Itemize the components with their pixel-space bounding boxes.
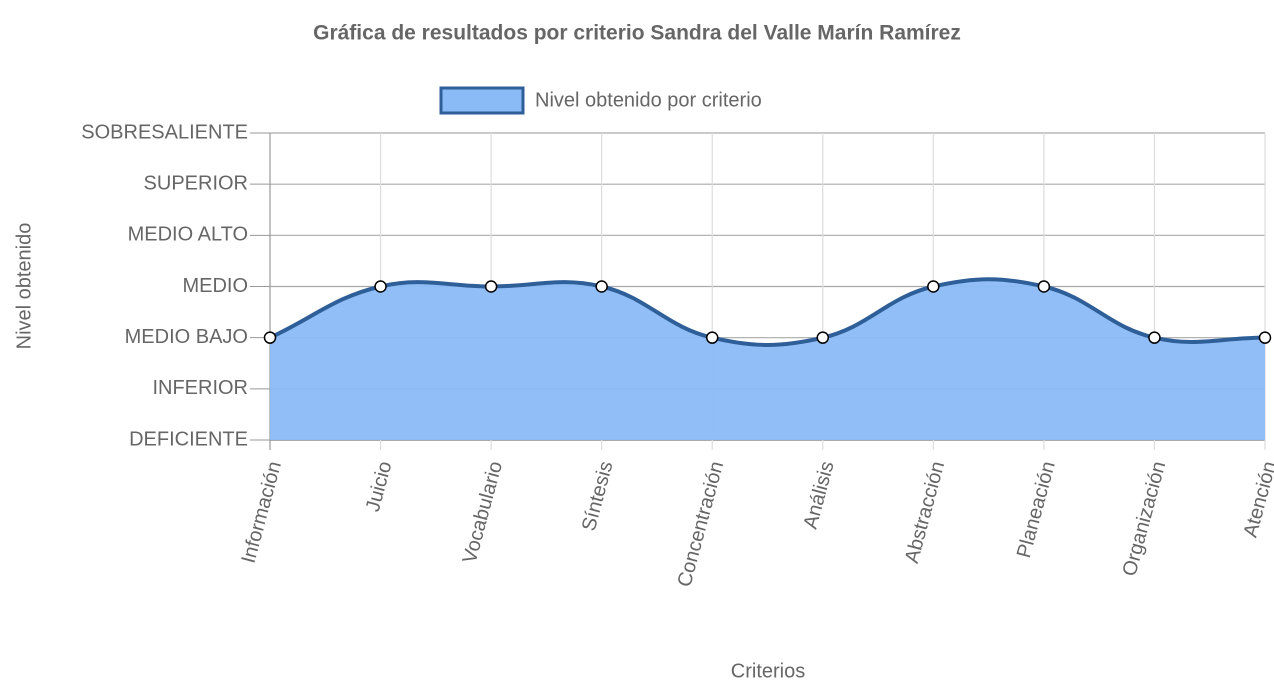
x-tick-label: Juicio [362,459,396,514]
point [1258,331,1272,344]
point [1037,280,1051,293]
x-tick-label: Planeación [1013,459,1060,560]
point [816,331,830,344]
x-tick-label: Análisis [800,459,839,531]
x-tick-label: Vocabulario [459,459,507,566]
y-tick-label: SUPERIOR [144,172,248,194]
x-tick-label: Atención [1240,459,1274,540]
point [1148,331,1161,344]
x-tick-label: Información [238,459,286,566]
x-tick-label: Concentración [674,459,729,589]
point [595,280,608,293]
y-tick-label: DEFICIENTE [129,428,248,450]
point [927,280,940,293]
y-tick-label: MEDIO BAJO [125,326,248,348]
legend-swatch [439,86,525,115]
x-tick-label: Abstracción [901,459,949,566]
chart-title: Gráfica de resultados por criterio Sandr… [313,22,961,45]
point [484,280,498,293]
area [270,279,1265,440]
y-tick-label: MEDIO ALTO [128,224,248,246]
y-tick-label: SOBRESALIENTE [81,121,248,143]
point [263,331,277,344]
y-tick-label: INFERIOR [152,377,248,399]
x-tick-label: Síntesis [578,459,618,533]
line [269,277,1266,347]
x-tick-label: Organización [1119,459,1171,579]
point [705,331,719,344]
legend-label: Nivel obtenido por criterio [535,89,762,111]
y-tick-label: MEDIO [182,275,248,297]
x-axis-title: Criterios [731,660,805,682]
y-axis-title: Nivel obtenido [13,223,35,350]
point [374,280,387,293]
